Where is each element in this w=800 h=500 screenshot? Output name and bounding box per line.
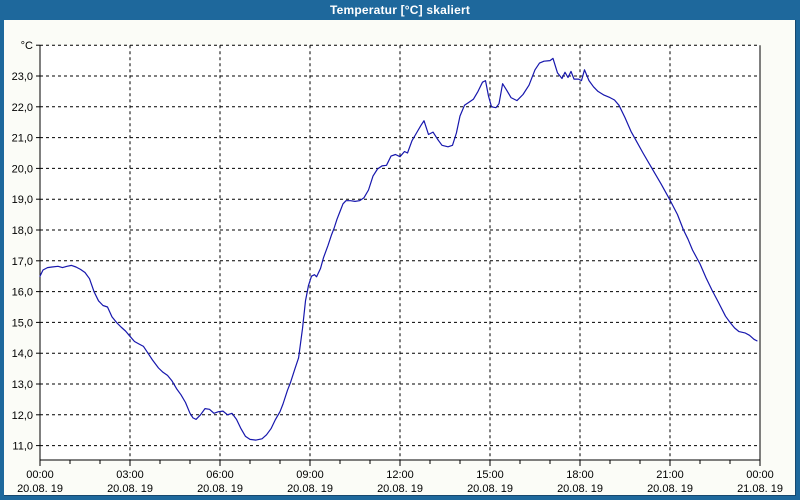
- window-title: Temperatur [°C] skaliert: [329, 3, 471, 17]
- x-tick-time-label: 00:00: [746, 469, 774, 481]
- x-tick-time-label: 21:00: [656, 469, 684, 481]
- y-tick-label: °C: [21, 40, 33, 52]
- y-tick-label: 13,0: [12, 379, 33, 391]
- y-tick-marks: [36, 44, 40, 447]
- x-tick-date-label: 20.08. 19: [377, 483, 423, 495]
- x-tick-time-label: 15:00: [476, 469, 504, 481]
- x-axis-labels: 00:00 20.08. 19 03:00 20.08. 19 06:00 20.08. …: [17, 469, 783, 495]
- x-tick-date-label: 20.08. 19: [287, 483, 333, 495]
- x-tick-time-label: 03:00: [116, 469, 144, 481]
- plot-area: [40, 45, 760, 460]
- temperature-line-chart: °C 23,0 22,0 21,0 20,0 19,0 18,0 17,0 16,0 15,0 14…: [12, 40, 783, 495]
- x-tick-date-label: 20.08. 19: [17, 483, 63, 495]
- y-tick-label: 12,0: [12, 410, 33, 422]
- y-tick-label: 22,0: [12, 102, 33, 114]
- y-tick-label: 20,0: [12, 163, 33, 175]
- x-tick-date-label: 20.08. 19: [467, 483, 513, 495]
- y-tick-label: 16,0: [12, 287, 33, 299]
- x-tick-time-label: 12:00: [386, 469, 414, 481]
- chart-container: °C 23,0 22,0 21,0 20,0 19,0 18,0 17,0 16,0 15,0 14…: [4, 20, 796, 496]
- y-tick-label: 23,0: [12, 71, 33, 83]
- x-tick-time-label: 18:00: [566, 469, 594, 481]
- y-tick-label: 14,0: [12, 348, 33, 360]
- window-titlebar[interactable]: Temperatur [°C] skaliert: [0, 0, 800, 20]
- y-tick-label: 21,0: [12, 133, 33, 145]
- x-tick-date-label: 20.08. 19: [557, 483, 603, 495]
- x-tick-date-label: 21.08. 19: [737, 483, 783, 495]
- y-tick-label: 19,0: [12, 194, 33, 206]
- y-tick-label: 11,0: [12, 441, 33, 453]
- y-tick-label: 18,0: [12, 225, 33, 237]
- x-tick-marks: [39, 460, 761, 466]
- temperature-curve: [39, 57, 758, 441]
- x-tick-date-label: 20.08. 19: [197, 483, 243, 495]
- y-axis-labels: °C 23,0 22,0 21,0 20,0 19,0 18,0 17,0 16,0 15,0 14…: [12, 40, 33, 452]
- x-tick-date-label: 20.08. 19: [647, 483, 693, 495]
- x-tick-date-label: 20.08. 19: [107, 483, 153, 495]
- x-tick-time-label: 06:00: [206, 469, 234, 481]
- x-tick-time-label: 09:00: [296, 469, 324, 481]
- y-tick-label: 15,0: [12, 317, 33, 329]
- y-tick-label: 17,0: [12, 256, 33, 268]
- x-tick-time-label: 00:00: [26, 469, 54, 481]
